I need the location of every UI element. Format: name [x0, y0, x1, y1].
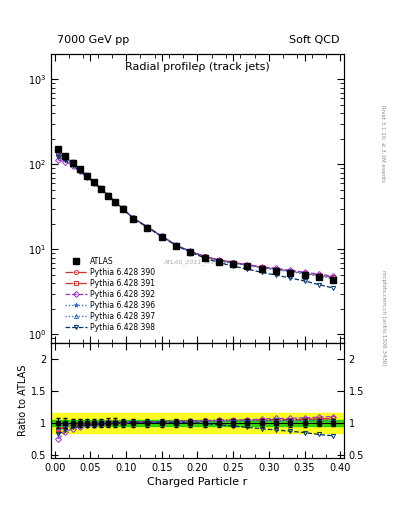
- Text: ATLAS_2011_I919017: ATLAS_2011_I919017: [164, 259, 231, 265]
- Text: mcplots.cern.ch [arXiv:1306.3436]: mcplots.cern.ch [arXiv:1306.3436]: [381, 270, 386, 365]
- Legend: ATLAS, Pythia 6.428 390, Pythia 6.428 391, Pythia 6.428 392, Pythia 6.428 396, P: ATLAS, Pythia 6.428 390, Pythia 6.428 39…: [64, 255, 156, 333]
- Y-axis label: Ratio to ATLAS: Ratio to ATLAS: [18, 365, 28, 436]
- X-axis label: Charged Particle r: Charged Particle r: [147, 477, 248, 487]
- Text: Soft QCD: Soft QCD: [290, 35, 340, 45]
- Text: 7000 GeV pp: 7000 GeV pp: [57, 35, 129, 45]
- Text: Rivet 3.1.10; ≥ 3.1M events: Rivet 3.1.10; ≥ 3.1M events: [381, 105, 386, 182]
- Text: Radial profileρ (track jets): Radial profileρ (track jets): [125, 62, 270, 72]
